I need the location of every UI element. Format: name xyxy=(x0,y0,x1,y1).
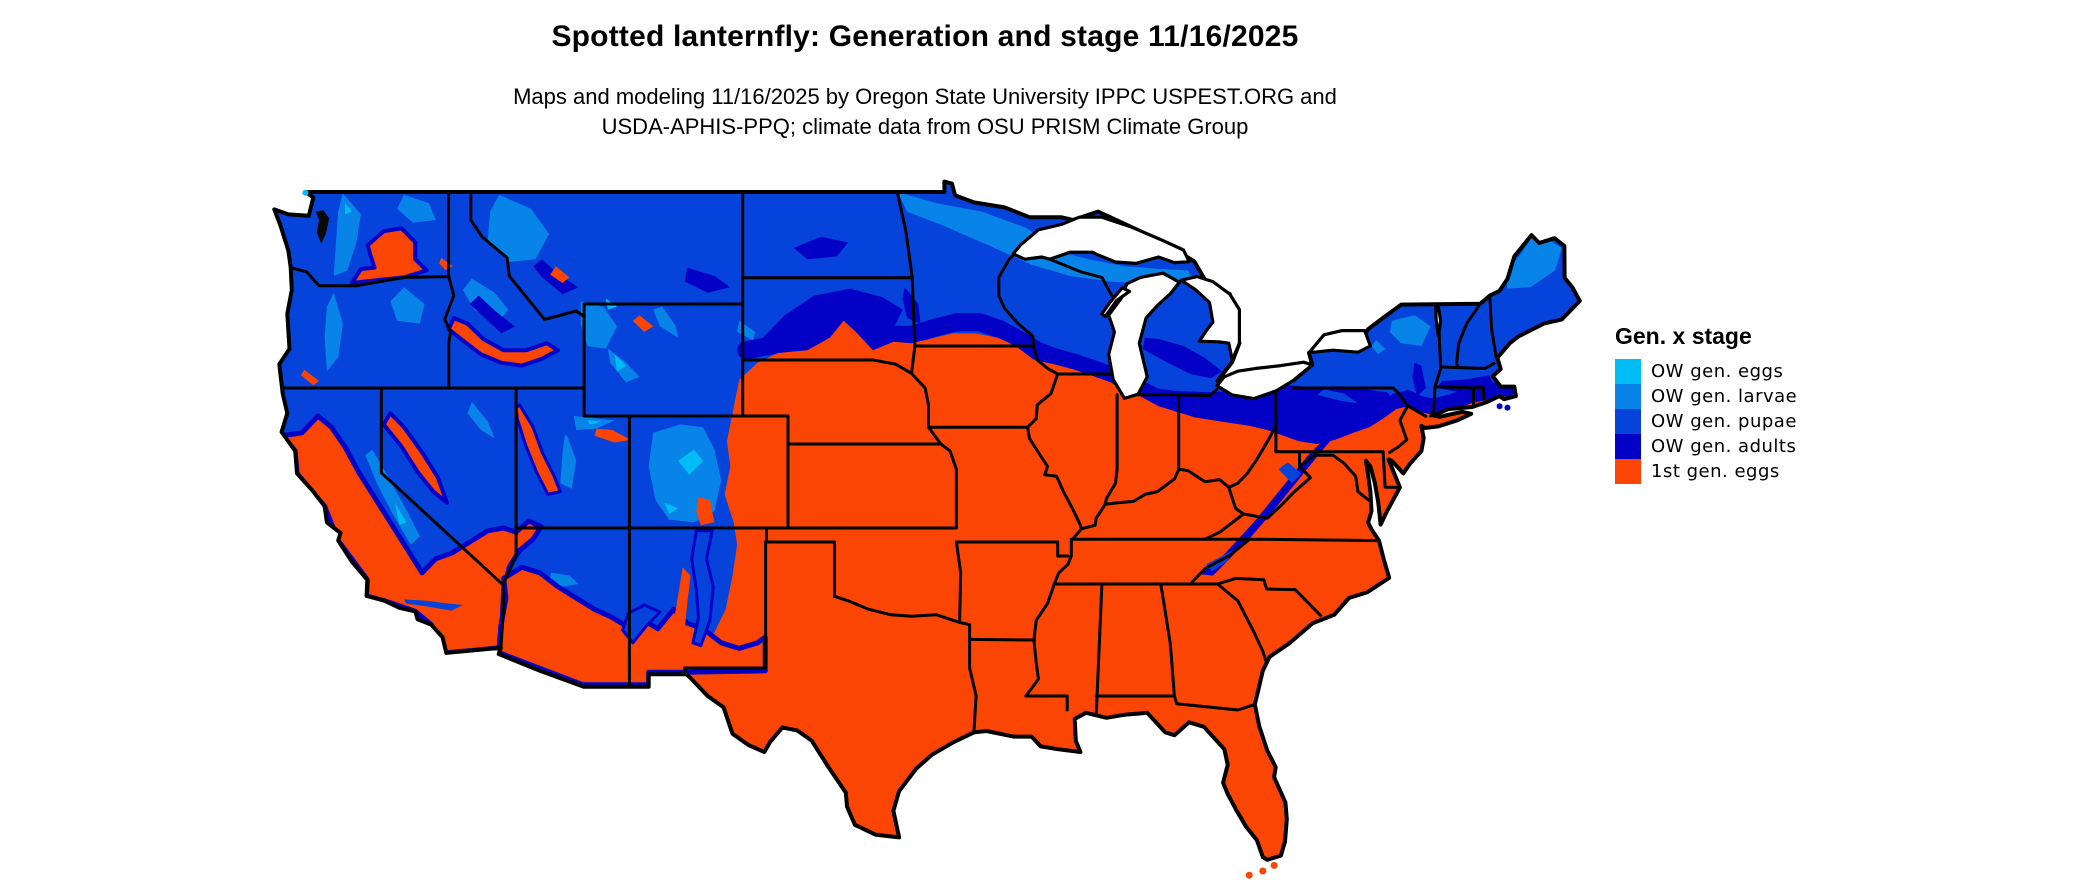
legend-label: OW gen. pupae xyxy=(1651,411,1797,432)
figure-subtitle-line2: USDA-APHIS-PPQ; climate data from OSU PR… xyxy=(601,114,1249,139)
puget-sound-coast xyxy=(315,210,330,244)
legend-label: OW gen. adults xyxy=(1651,436,1797,457)
figure-header: Spotted lanternfly: Generation and stage… xyxy=(0,20,1850,142)
legend-swatch-ow-pupae xyxy=(1615,409,1641,434)
national-border xyxy=(272,179,1582,862)
legend-swatch-ow-adults xyxy=(1615,434,1641,459)
legend-item: 1st gen. eggs xyxy=(1615,459,1797,484)
legend-swatch-ow-larvae xyxy=(1615,384,1641,409)
legend-item: OW gen. eggs xyxy=(1615,359,1797,384)
legend-label: 1st gen. eggs xyxy=(1651,461,1780,482)
page-title: Spotted lanternfly: Generation and stage… xyxy=(551,20,1299,53)
legend-label: OW gen. larvae xyxy=(1651,386,1798,407)
great-lakes xyxy=(1011,215,1443,401)
legend-item: OW gen. pupae xyxy=(1615,409,1797,434)
legend-item: OW gen. larvae xyxy=(1615,384,1797,409)
state-borders xyxy=(281,190,1498,734)
figure-subtitle-line1: Maps and modeling 11/16/2025 by Oregon S… xyxy=(513,84,1337,109)
legend-label: OW gen. eggs xyxy=(1651,361,1784,382)
legend: Gen. x stage OW gen. eggs OW gen. larvae… xyxy=(1615,323,1797,484)
legend-items: OW gen. eggs OW gen. larvae OW gen. pupa… xyxy=(1615,359,1797,484)
florida-keys xyxy=(1245,861,1278,879)
legend-item: OW gen. adults xyxy=(1615,434,1797,459)
legend-swatch-1st-eggs xyxy=(1615,459,1641,484)
legend-title: Gen. x stage xyxy=(1615,323,1752,349)
border-egg-dot xyxy=(302,189,309,196)
legend-swatch-ow-eggs xyxy=(1615,359,1641,384)
new-england-islands xyxy=(1496,403,1511,411)
